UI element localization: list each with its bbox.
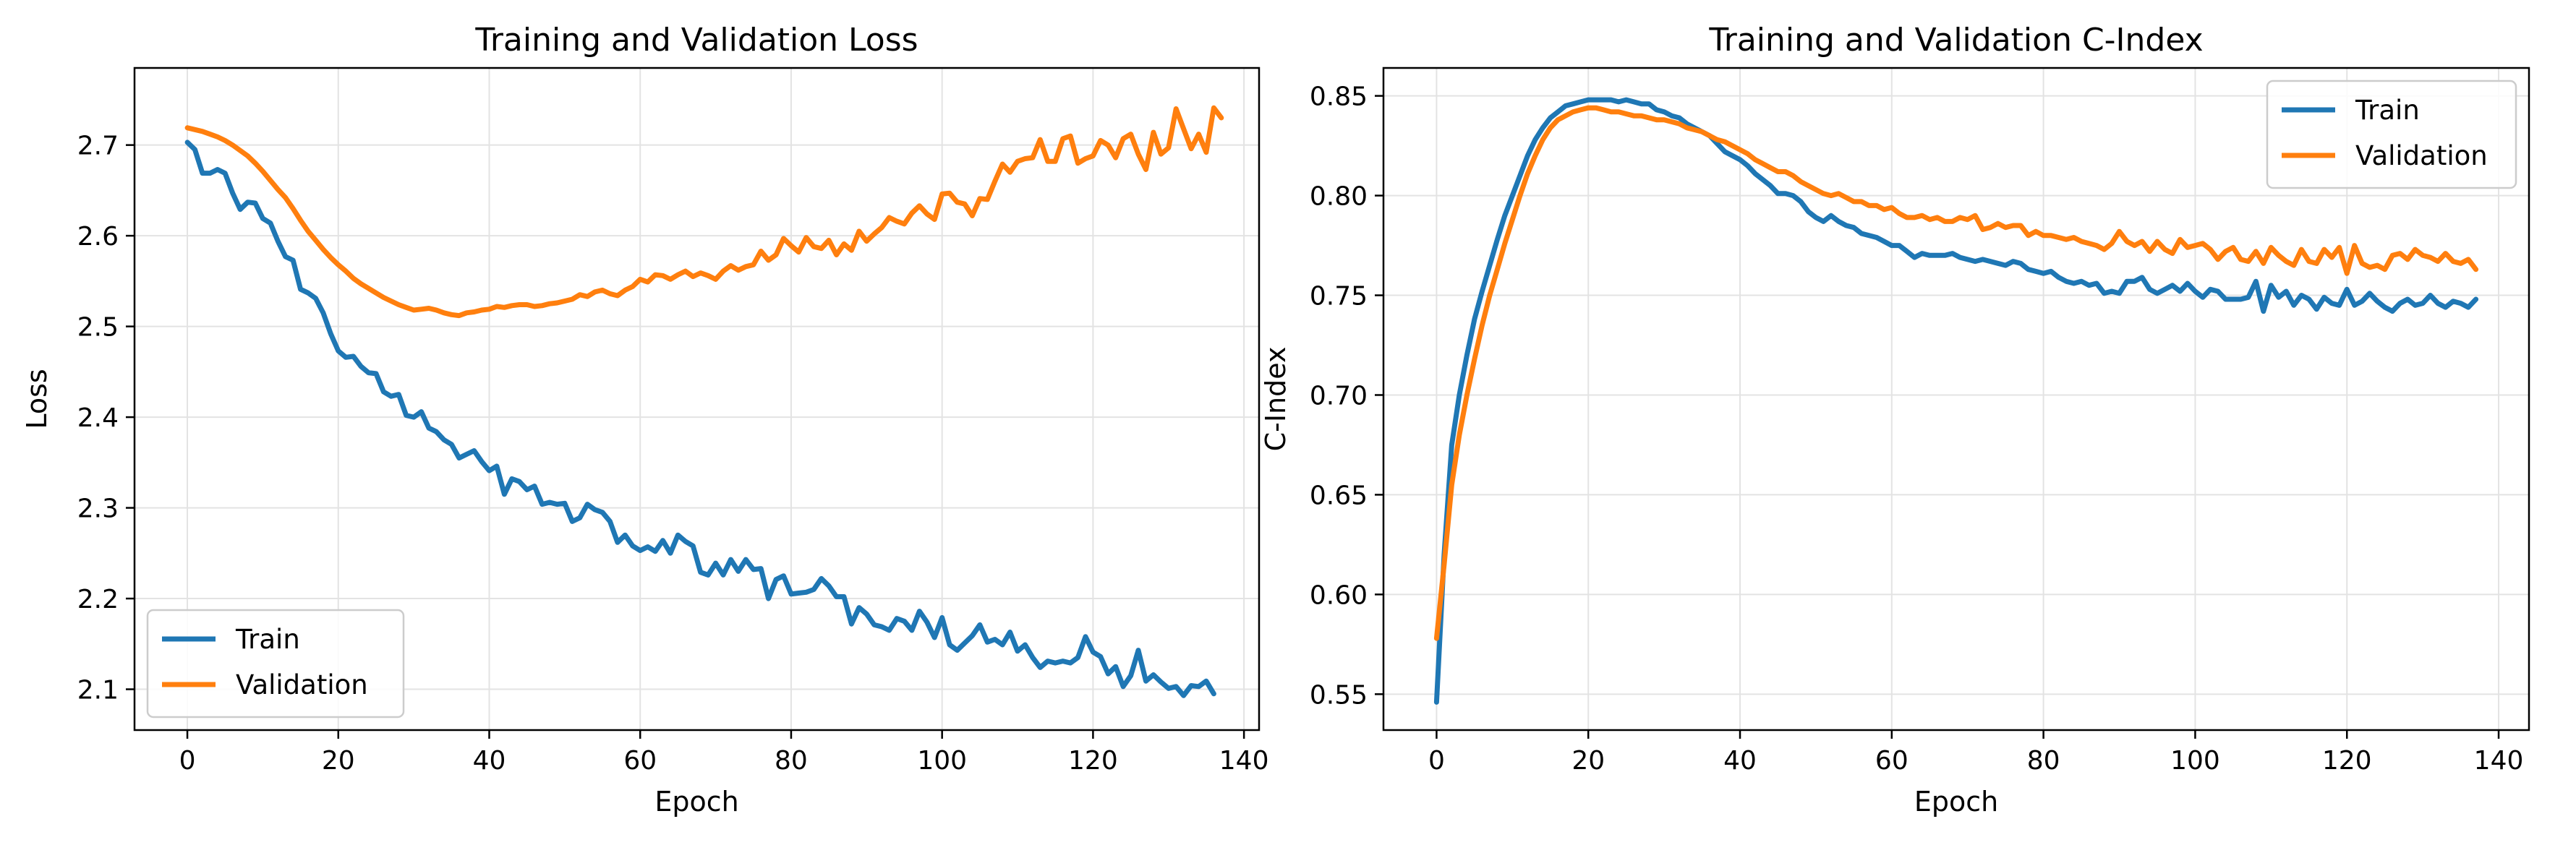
x-tick-label: 40 <box>1723 746 1757 776</box>
x-tick-label: 60 <box>623 746 657 776</box>
y-axis-label: Loss <box>21 369 53 429</box>
y-tick-label: 2.1 <box>77 676 119 705</box>
x-tick-label: 80 <box>2027 746 2060 776</box>
legend: Train Validation <box>146 609 405 719</box>
y-axis-label: C-Index <box>1260 347 1292 452</box>
x-tick-label: 20 <box>322 746 355 776</box>
series-line-train <box>1433 97 2479 705</box>
chart-title: Training and Validation C-Index <box>1708 22 2203 59</box>
x-axis-label: Epoch <box>654 786 738 818</box>
x-tick-label: 120 <box>1068 746 1118 776</box>
legend: Train Validation <box>2266 80 2517 189</box>
axes-frame <box>133 67 1261 732</box>
subplot-loss: 0 20 40 60 80 100 120 140 2.1 2.2 2.3 2.4 2.5 2.6 2.7 T… <box>21 22 1268 818</box>
y-tick-label: 0.65 <box>1310 481 1368 510</box>
legend-label-validation: Validation <box>2355 140 2488 171</box>
y-tick-label: 0.85 <box>1310 82 1368 112</box>
legend-label-validation: Validation <box>236 669 368 700</box>
legend-label-train: Train <box>235 624 300 655</box>
x-tick-label: 100 <box>2170 746 2220 776</box>
series-line-train <box>184 140 1216 698</box>
x-axis-label: Epoch <box>1914 786 1998 818</box>
legend-label-train: Train <box>2355 95 2420 126</box>
x-tick-label: 40 <box>473 746 506 776</box>
y-tick-label: 2.3 <box>77 494 119 524</box>
y-tick-label: 0.55 <box>1310 680 1368 710</box>
y-tick-label: 0.70 <box>1310 381 1368 411</box>
x-tick-label: 0 <box>1428 746 1445 776</box>
y-tick-label: 2.2 <box>77 585 119 614</box>
x-tick-label: 80 <box>775 746 808 776</box>
subplot-c-index: 0 20 40 60 80 100 120 140 0.55 0.60 0.65 0.70 0.75 0.… <box>1260 22 2530 818</box>
y-tick-label: 2.4 <box>77 403 119 433</box>
y-tick-label: 0.75 <box>1310 282 1368 312</box>
chart-title: Training and Validation Loss <box>474 22 918 59</box>
x-tick-label: 20 <box>1571 746 1605 776</box>
y-tick-label: 2.7 <box>77 132 119 161</box>
x-tick-label: 140 <box>1219 746 1269 776</box>
series-line-validation <box>1433 105 2479 641</box>
x-tick-label: 0 <box>179 746 196 776</box>
x-tick-label: 60 <box>1875 746 1908 776</box>
x-tick-label: 100 <box>917 746 967 776</box>
x-tick-label: 120 <box>2322 746 2372 776</box>
y-tick-label: 0.80 <box>1310 182 1368 212</box>
y-tick-label: 2.5 <box>77 313 119 343</box>
y-tick-label: 2.6 <box>77 222 119 252</box>
x-tick-label: 140 <box>2474 746 2524 776</box>
axes-frame <box>1382 67 2530 732</box>
series-line-validation <box>184 105 1224 319</box>
y-tick-label: 0.60 <box>1310 580 1368 610</box>
